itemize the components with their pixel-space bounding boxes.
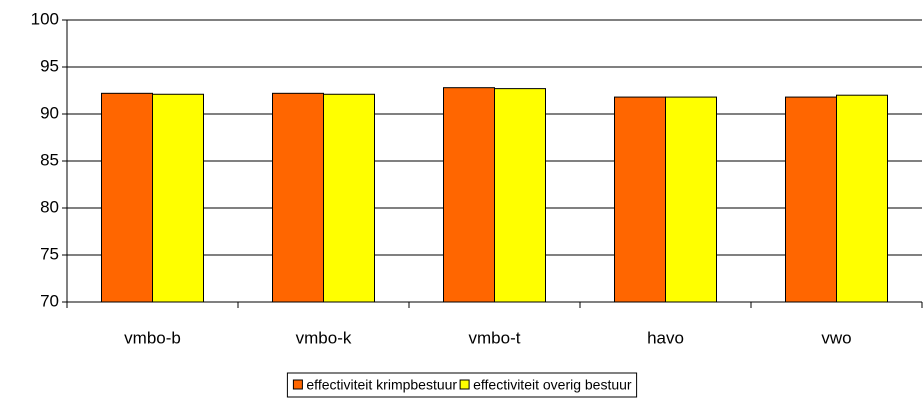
bar — [836, 94, 888, 303]
bar — [101, 92, 153, 303]
x-tick-label: vmbo-k — [296, 328, 352, 347]
y-tick-label: 75 — [40, 244, 59, 263]
bar — [494, 88, 546, 303]
bar — [272, 92, 324, 303]
y-tick-label: 100 — [31, 9, 59, 28]
legend: effectiviteit krimpbestuur effectiviteit … — [286, 372, 638, 398]
y-tick-label: 95 — [40, 56, 59, 75]
bar — [614, 96, 666, 303]
bar — [443, 87, 495, 303]
legend-swatch — [459, 379, 470, 390]
y-tick-label: 90 — [40, 103, 59, 122]
y-tick-label: 85 — [40, 150, 59, 169]
x-tick-label: vwo — [821, 328, 851, 347]
y-tick-label: 80 — [40, 197, 59, 216]
legend-label: effectiviteit overig bestuur — [473, 377, 632, 393]
x-tick-label: havo — [647, 328, 684, 347]
x-tick-label: vmbo-t — [469, 328, 521, 347]
x-tick-label: vmbo-b — [124, 328, 181, 347]
bar — [152, 93, 204, 303]
legend-swatch — [292, 379, 303, 390]
legend-label: effectiviteit krimpbestuur — [306, 377, 457, 393]
bar — [323, 93, 375, 303]
bar — [785, 96, 837, 303]
y-tick-label: 70 — [40, 291, 59, 310]
bar — [665, 96, 717, 303]
